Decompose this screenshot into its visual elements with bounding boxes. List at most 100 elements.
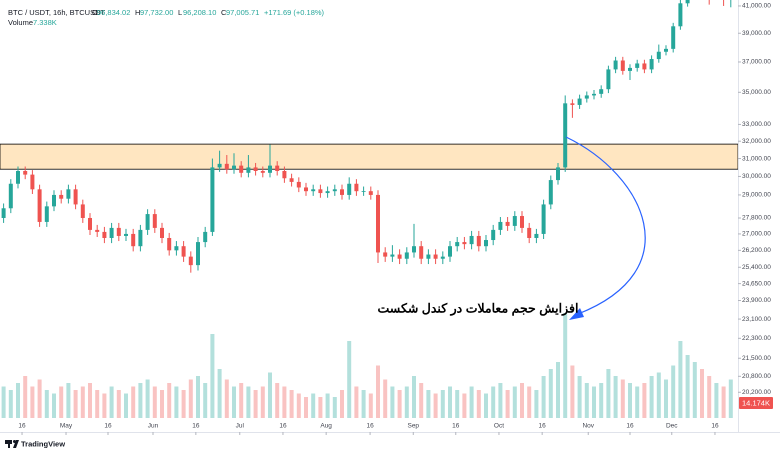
resistance-zone xyxy=(0,143,738,170)
candle-body xyxy=(390,254,395,257)
volume-bar xyxy=(620,379,625,418)
ohlc-label: C xyxy=(221,8,227,17)
volume-bar xyxy=(462,393,467,418)
zone-layer xyxy=(0,143,738,170)
volume-bar xyxy=(448,386,452,418)
candle-body xyxy=(174,246,179,251)
volume-bar xyxy=(671,365,676,418)
volume-bar xyxy=(628,383,632,418)
candle-body xyxy=(606,69,611,90)
candle-body xyxy=(73,189,78,205)
volume-bar xyxy=(685,355,690,418)
candle-body xyxy=(145,214,150,230)
x-tick-label: Jun xyxy=(148,423,159,430)
y-tick-label: 26,200.00 xyxy=(742,247,771,254)
volume-bar xyxy=(484,393,488,418)
ohlc-value: 96,208.10 xyxy=(183,8,216,17)
x-tick-label: May xyxy=(60,423,73,430)
volume-bar xyxy=(455,390,460,418)
volume-bar xyxy=(138,383,143,418)
volume-bar xyxy=(419,383,424,418)
candle-body xyxy=(296,181,301,188)
ohlc-label: O xyxy=(92,8,98,17)
candle-body xyxy=(138,229,143,247)
volume-bar xyxy=(664,379,668,418)
candle-body xyxy=(318,189,323,194)
logo-shape xyxy=(5,440,12,444)
volume-bar xyxy=(599,383,604,418)
candle-body xyxy=(476,235,481,247)
x-tick-label: 16 xyxy=(366,423,374,430)
candle-body xyxy=(253,167,258,172)
candle-body xyxy=(613,60,618,70)
volume-bar xyxy=(16,383,20,418)
x-tick-label: Dec xyxy=(666,423,678,430)
candle-body xyxy=(671,26,676,49)
volume-bar xyxy=(109,386,114,418)
logo-shape xyxy=(8,444,10,448)
y-tick-label: 37,000.00 xyxy=(742,59,771,66)
candle-body xyxy=(44,206,49,222)
y-tick-label: 25,400.00 xyxy=(742,264,771,271)
volume-bar xyxy=(541,376,546,418)
candle-body xyxy=(635,63,640,68)
volume-bar xyxy=(23,376,28,418)
candle-body xyxy=(368,191,373,195)
candle-body xyxy=(376,194,380,253)
volume-bar xyxy=(167,383,172,418)
candle-body xyxy=(80,204,85,218)
volume-bar xyxy=(548,369,553,418)
volume-bar xyxy=(296,393,301,418)
ohlc-value: 97,005.71 xyxy=(226,8,259,17)
candle-body xyxy=(210,167,215,232)
candle-body xyxy=(1,208,6,218)
candle-body xyxy=(232,165,236,170)
candle-body xyxy=(332,189,337,192)
volume-bar xyxy=(311,393,316,418)
candle-body xyxy=(592,93,596,96)
candle-body xyxy=(152,214,157,228)
brand: TradingView xyxy=(21,439,65,448)
x-tick-label: 16 xyxy=(18,423,26,430)
candle-body xyxy=(325,191,330,194)
volume-bar xyxy=(332,397,337,418)
x-tick-label: 16 xyxy=(711,423,719,430)
candle-body xyxy=(23,171,28,175)
volume-bar xyxy=(131,386,136,418)
candle-body xyxy=(584,95,589,99)
volume-bar xyxy=(59,386,64,418)
candle-body xyxy=(131,233,136,247)
candle-body xyxy=(354,183,359,192)
volume-bar xyxy=(44,390,49,418)
volume-bar xyxy=(203,383,208,418)
candle-layer xyxy=(1,0,732,273)
volume-bar xyxy=(145,379,150,418)
candle-body xyxy=(512,216,517,226)
candle-body xyxy=(311,189,316,192)
volume-bar xyxy=(412,376,416,418)
volume-bar xyxy=(174,386,179,418)
volume-bar xyxy=(556,362,560,418)
volume-bar xyxy=(52,393,56,418)
candle-body xyxy=(620,60,625,71)
symbol: BTC / USDT, 16h, BTCUSDT xyxy=(8,8,106,17)
candle-body xyxy=(664,48,668,52)
volume-bar xyxy=(239,383,244,418)
volume-bar xyxy=(707,376,712,418)
y-tick-label: 35,000.00 xyxy=(742,89,771,96)
ohlc-label: L xyxy=(178,8,182,17)
candle-body xyxy=(196,242,200,266)
volume-bar xyxy=(224,379,229,418)
candle-body xyxy=(404,252,409,259)
candle-body xyxy=(246,167,251,173)
candle-body xyxy=(275,165,280,172)
volume-layer xyxy=(1,313,733,418)
candle-body xyxy=(181,246,186,257)
volume-bar xyxy=(563,313,568,418)
volume-bar xyxy=(95,390,100,418)
volume-bar xyxy=(527,386,532,418)
volume-bar xyxy=(505,390,510,418)
x-tick-label: Nov xyxy=(582,423,594,430)
volume-bar xyxy=(318,397,323,418)
y-tick-label: 33,000.00 xyxy=(742,121,771,128)
